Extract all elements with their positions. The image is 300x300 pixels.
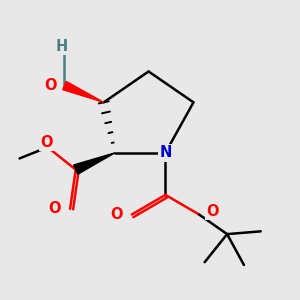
- Polygon shape: [63, 81, 104, 102]
- Text: O: O: [110, 207, 123, 222]
- Polygon shape: [74, 153, 115, 174]
- Text: N: N: [159, 145, 172, 160]
- Text: O: O: [44, 78, 57, 93]
- Text: O: O: [48, 201, 61, 216]
- Text: O: O: [40, 135, 52, 150]
- Text: O: O: [206, 204, 219, 219]
- Text: H: H: [56, 39, 68, 54]
